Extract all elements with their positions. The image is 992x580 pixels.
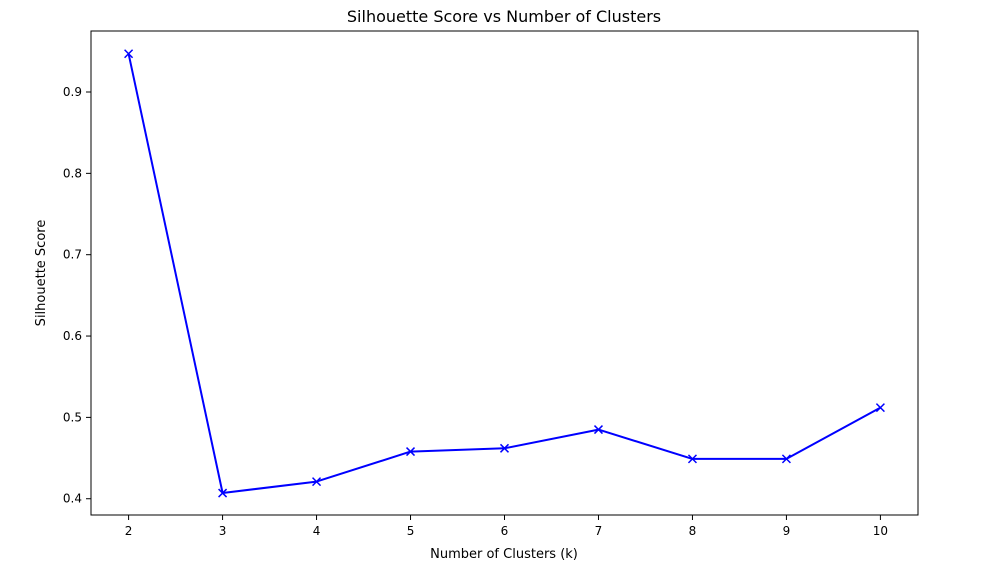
x-tick-label: 7 xyxy=(595,524,603,538)
data-point-marker xyxy=(405,447,416,457)
x-axis: 2 3 4 5 6 7 8 9 10 xyxy=(125,515,888,538)
y-axis-label: Silhouette Score xyxy=(34,220,49,327)
data-point-marker xyxy=(218,488,228,498)
x-tick-label: 5 xyxy=(407,524,415,538)
y-tick-label: 0.5 xyxy=(63,410,82,424)
chart-title: Silhouette Score vs Number of Clusters xyxy=(347,7,661,26)
data-point-marker xyxy=(593,425,604,435)
data-point-marker xyxy=(687,454,697,464)
x-tick-label: 2 xyxy=(125,524,133,538)
data-point-marker xyxy=(124,49,134,59)
plot-area xyxy=(90,30,919,516)
y-tick-label: 0.8 xyxy=(63,166,82,180)
data-point-marker xyxy=(312,477,322,487)
data-point-marker xyxy=(499,443,510,453)
y-tick-label: 0.9 xyxy=(63,85,82,99)
data-point-marker xyxy=(781,454,791,464)
y-axis: 0.4 0.5 0.6 0.7 0.8 0.9 xyxy=(63,85,91,506)
y-tick-label: 0.4 xyxy=(63,492,82,506)
x-tick-label: 6 xyxy=(501,524,509,538)
series-layer xyxy=(124,49,885,498)
series-line xyxy=(127,53,881,494)
x-tick-label: 8 xyxy=(689,524,697,538)
x-tick-label: 10 xyxy=(873,524,888,538)
x-tick-label: 3 xyxy=(219,524,227,538)
x-tick-label: 9 xyxy=(783,524,791,538)
x-tick-label: 4 xyxy=(313,524,321,538)
y-tick-label: 0.7 xyxy=(63,248,82,262)
data-point-marker xyxy=(875,403,885,413)
x-axis-label: Number of Clusters (k) xyxy=(430,547,578,562)
y-tick-label: 0.6 xyxy=(63,329,82,343)
